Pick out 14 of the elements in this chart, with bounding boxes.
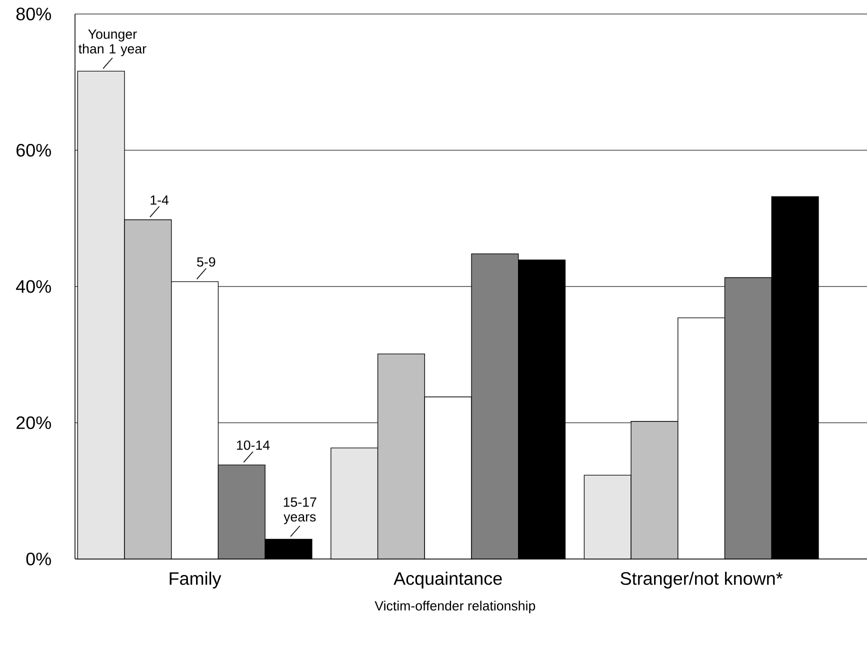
x-tick-label: Family xyxy=(170,572,222,588)
y-tick-label: 40% xyxy=(16,280,51,293)
y-tick-label: 80% xyxy=(16,8,51,20)
y-tick-label: 20% xyxy=(16,416,51,430)
x-axis-title: Victim-offender relationship xyxy=(374,600,536,614)
x-tick-label: Stranger/not known* xyxy=(620,572,783,588)
x-tick-label: Acquaintance xyxy=(394,572,502,588)
y-tick-label: 60% xyxy=(16,144,51,157)
series-label: 15-17 years xyxy=(284,498,316,524)
series-label: 1-4 xyxy=(150,195,169,205)
series-label: 10-14 xyxy=(236,440,270,450)
series-label: 5-9 xyxy=(197,257,216,267)
y-tick-label: 0% xyxy=(26,552,51,566)
series-label: Younger than 1 year xyxy=(78,30,146,56)
